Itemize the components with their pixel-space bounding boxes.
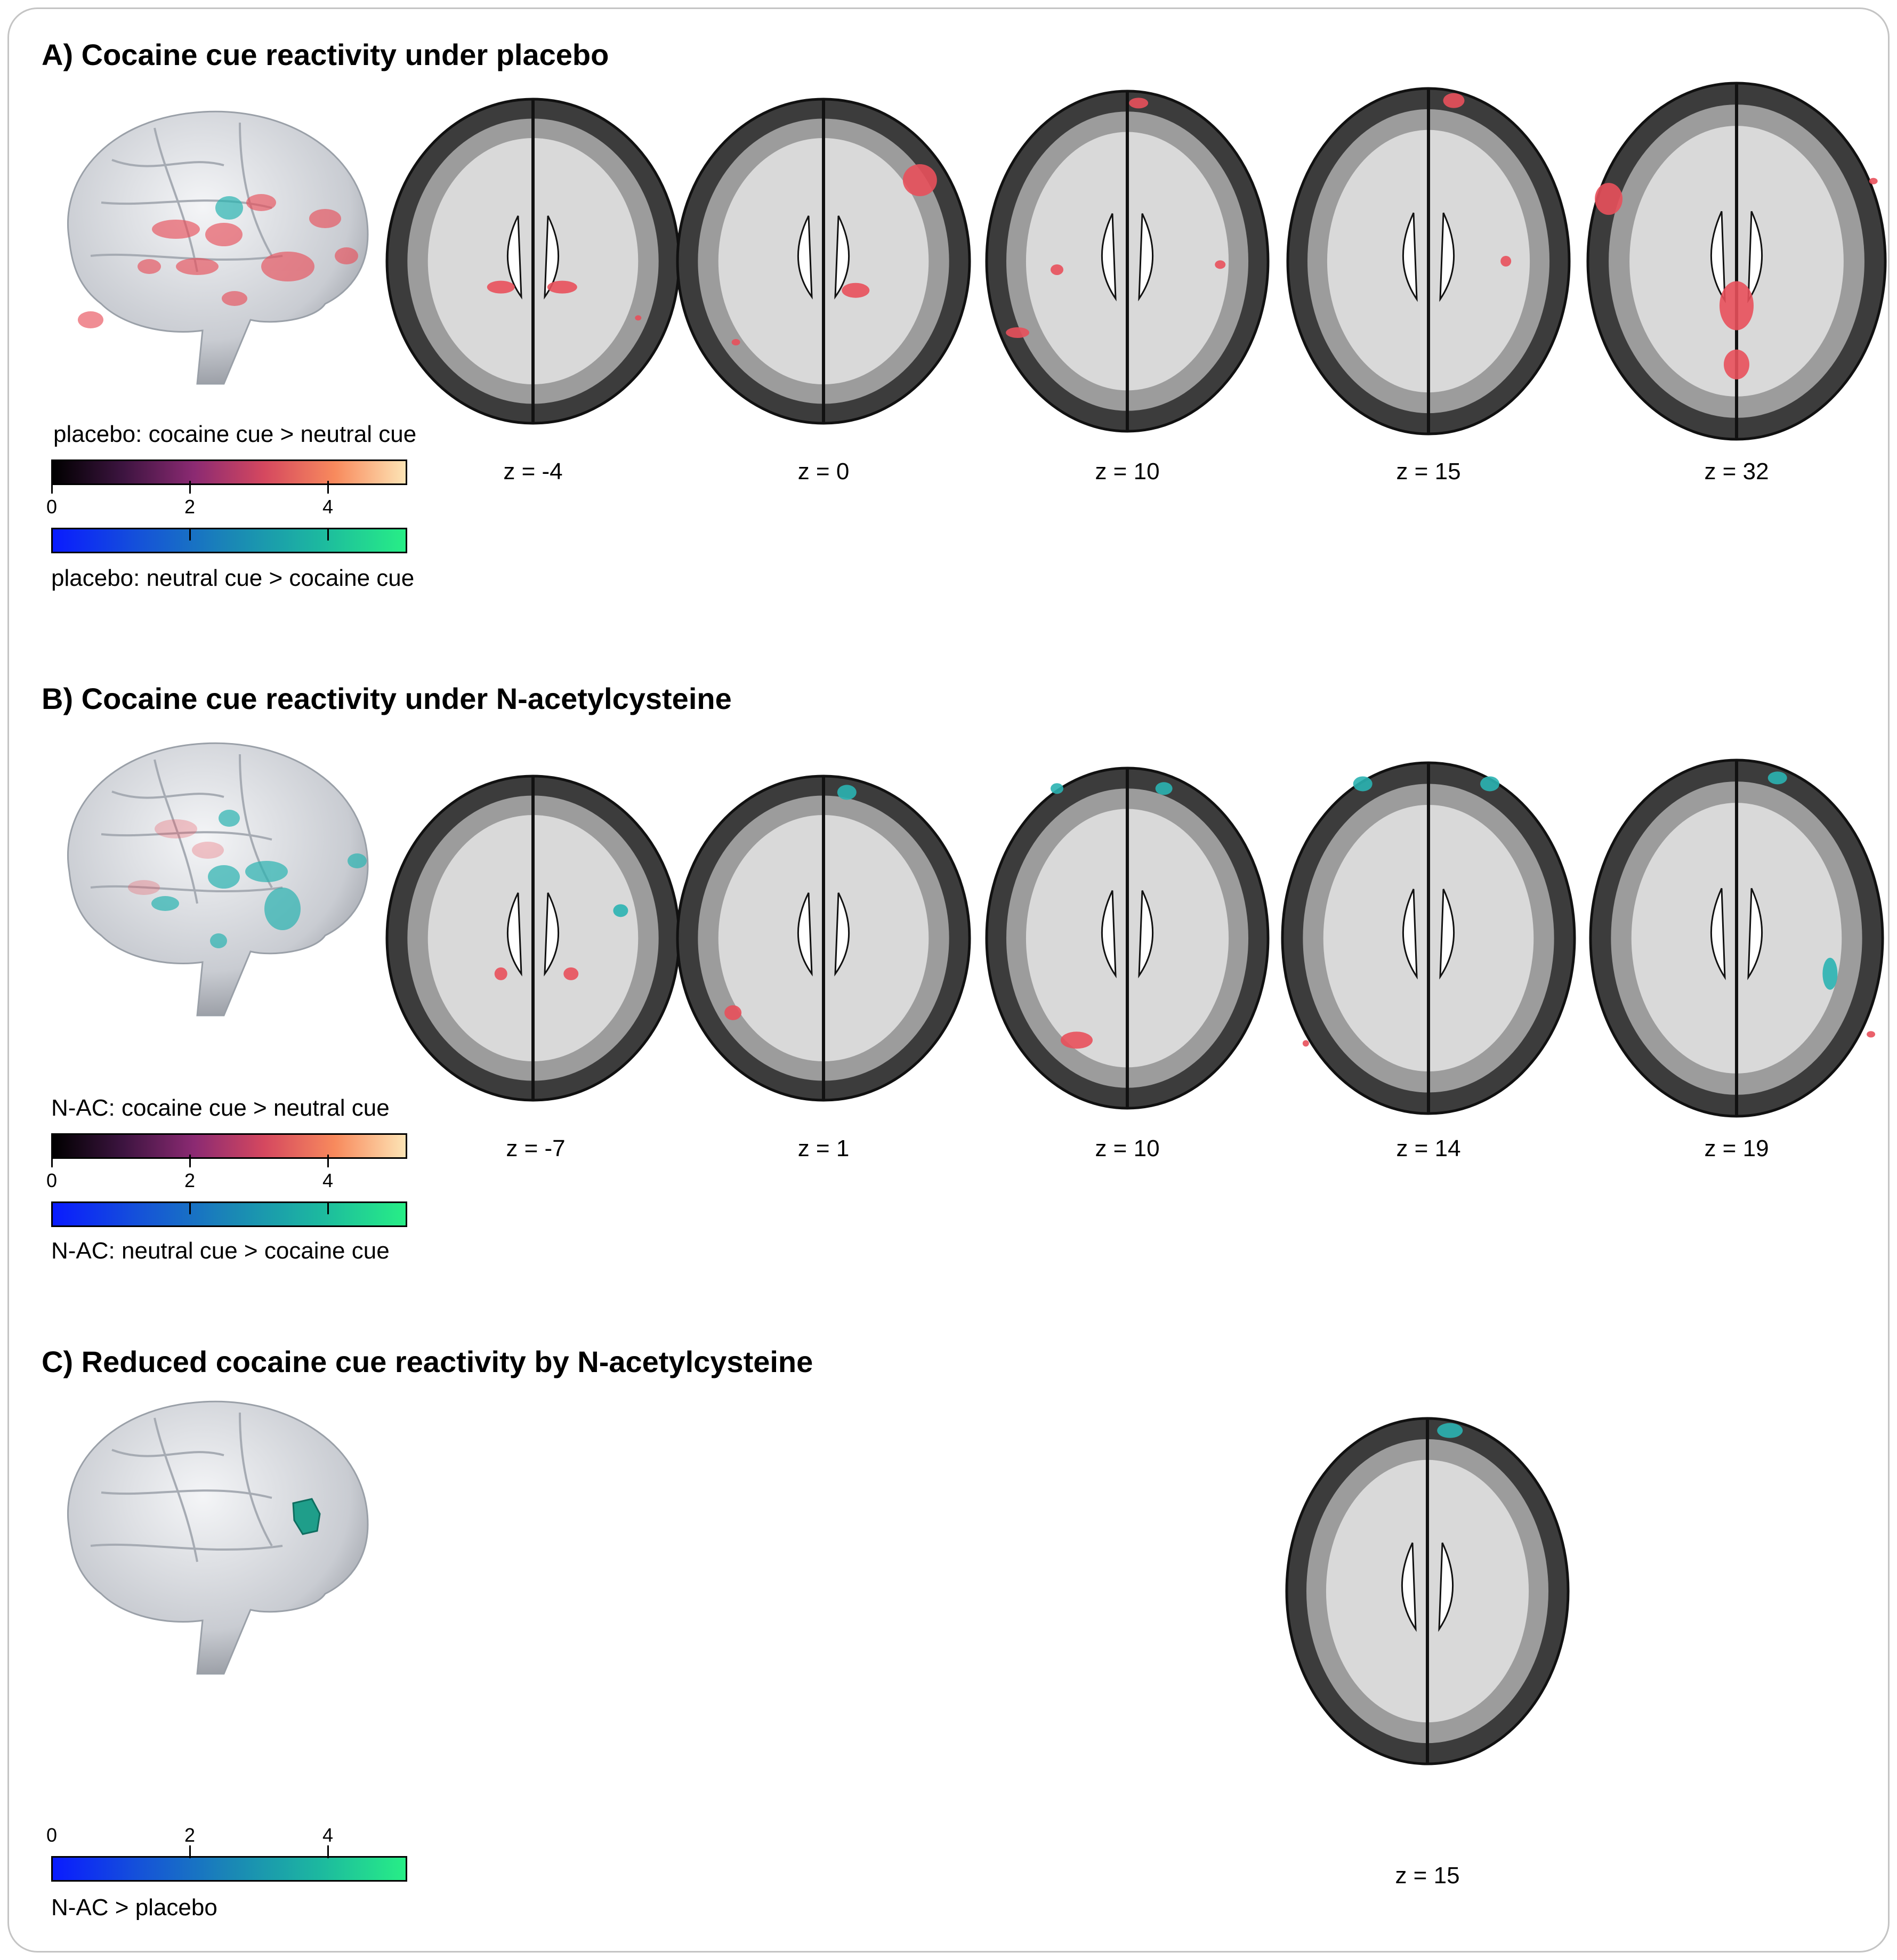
panel-b-slice-label-2: z = 1 — [797, 1135, 850, 1162]
panel-a-slice-label-3: z = 10 — [1095, 458, 1160, 485]
colorbar-tick-label: 2 — [184, 1824, 196, 1846]
panel-b-title: B) Cocaine cue reactivity under N-acetyl… — [42, 682, 732, 715]
tick-mark — [327, 1201, 329, 1214]
activation-cluster-positive — [1302, 1040, 1309, 1047]
activation-cluster-positive — [1215, 260, 1226, 269]
panel-c-legend-label: N-AC > placebo — [51, 1894, 217, 1921]
activation-cluster-positive — [902, 164, 937, 196]
activation-cluster-positive — [1500, 256, 1512, 267]
panel-a-hot-colorbar — [51, 459, 407, 485]
activation-cluster-negative — [1822, 957, 1838, 990]
tick-mark — [327, 1845, 329, 1858]
panel-a-axial-slice-3 — [985, 90, 1270, 433]
colorbar-tick-label: 4 — [322, 496, 334, 518]
colorbar-tick-label: 0 — [46, 496, 58, 518]
activation-cluster-positive — [1869, 178, 1878, 184]
panel-c-axial-slice-1 — [1285, 1417, 1570, 1765]
activation-cluster-positive — [547, 280, 577, 294]
activation-cluster-negative — [1437, 1423, 1463, 1438]
activation-cluster-positive — [724, 1005, 742, 1020]
panel-a-axial-slice-4 — [1286, 87, 1571, 435]
panel-b-brain-render — [67, 742, 369, 1017]
colorbar-tick-label: 2 — [184, 496, 196, 518]
panel-a-legend-positive-label: placebo: cocaine cue > neutral cue — [53, 421, 417, 447]
colorbar-tick-label: 4 — [322, 1169, 334, 1191]
panel-b-axial-slice-1 — [385, 775, 681, 1102]
colorbar-tick-label: 2 — [184, 1169, 196, 1191]
activation-cluster-positive — [1867, 1031, 1876, 1038]
activation-cluster-negative — [837, 785, 857, 800]
tick-mark — [51, 481, 53, 494]
activation-cluster-negative — [1155, 782, 1173, 795]
panel-a-title: A) Cocaine cue reactivity under placebo — [42, 38, 609, 71]
tick-mark — [189, 528, 191, 541]
panel-a-axial-slice-1 — [385, 98, 681, 425]
panel-b-legend-positive-label: N-AC: cocaine cue > neutral cue — [51, 1095, 390, 1121]
panel-b-slice-label-1: z = -7 — [506, 1135, 566, 1162]
panel-a-slice-label-4: z = 15 — [1396, 458, 1461, 485]
panel-b-axial-slice-5 — [1589, 759, 1884, 1118]
activation-cluster-positive — [1051, 264, 1063, 275]
activation-cluster-positive — [1443, 93, 1465, 108]
panel-a-axial-slice-2 — [676, 98, 971, 425]
activation-cluster-positive — [731, 339, 740, 345]
panel-a-cool-colorbar — [51, 528, 407, 553]
panel-c-brain-render — [67, 1400, 369, 1675]
panel-a-slice-label-5: z = 32 — [1704, 458, 1769, 485]
activation-cluster-negative — [1353, 776, 1373, 792]
tick-mark — [189, 481, 191, 494]
activation-cluster-positive — [635, 315, 642, 321]
activation-cluster-positive — [494, 967, 507, 980]
panel-b-axial-slice-2 — [676, 775, 971, 1102]
panel-a-brain-render — [67, 110, 369, 385]
panel-a-legend-negative-label: placebo: neutral cue > cocaine cue — [51, 565, 415, 591]
tick-mark — [189, 1201, 191, 1214]
tick-mark — [51, 1155, 53, 1167]
activation-cluster-positive — [1060, 1031, 1093, 1049]
activation-cluster-positive — [563, 967, 579, 980]
panel-c-cool-colorbar — [51, 1856, 407, 1882]
colorbar-tick-label: 4 — [322, 1824, 334, 1846]
colorbar-tick-label: 0 — [46, 1169, 58, 1191]
panel-c-slice-label-1: z = 15 — [1395, 1862, 1460, 1889]
panel-b-axial-slice-3 — [985, 767, 1270, 1110]
panel-a-slice-label-2: z = 0 — [797, 458, 850, 485]
panel-b-slice-label-4: z = 14 — [1396, 1135, 1461, 1162]
activation-cluster-positive — [1129, 98, 1149, 109]
activation-cluster-negative — [1051, 783, 1063, 794]
activation-cluster-negative — [613, 904, 628, 917]
panel-b-hot-colorbar — [51, 1133, 407, 1159]
panel-b-cool-colorbar — [51, 1201, 407, 1227]
activation-cluster-negative — [1480, 776, 1500, 792]
activation-cluster-positive — [842, 283, 870, 298]
activation-cluster-positive — [1724, 349, 1749, 380]
activation-cluster-negative — [1767, 771, 1787, 785]
panel-b-slice-label-3: z = 10 — [1095, 1135, 1160, 1162]
activation-cluster-positive — [487, 280, 515, 294]
panel-c-title: C) Reduced cocaine cue reactivity by N-a… — [42, 1345, 813, 1378]
panel-a-axial-slice-5 — [1586, 82, 1887, 441]
panel-b-slice-label-5: z = 19 — [1704, 1135, 1769, 1162]
tick-mark — [189, 1845, 191, 1858]
tick-mark — [327, 528, 329, 541]
tick-mark — [327, 481, 329, 494]
activation-cluster-positive — [1006, 327, 1030, 338]
activation-cluster-positive — [1595, 183, 1623, 215]
tick-mark — [327, 1155, 329, 1167]
colorbar-tick-label: 0 — [46, 1824, 58, 1846]
tick-mark — [189, 1155, 191, 1167]
activation-cluster-positive — [1720, 281, 1754, 330]
panel-a-slice-label-1: z = -4 — [503, 458, 563, 485]
figure-frame — [7, 7, 1890, 1953]
panel-b-legend-negative-label: N-AC: neutral cue > cocaine cue — [51, 1238, 390, 1264]
panel-b-axial-slice-4 — [1281, 761, 1576, 1115]
